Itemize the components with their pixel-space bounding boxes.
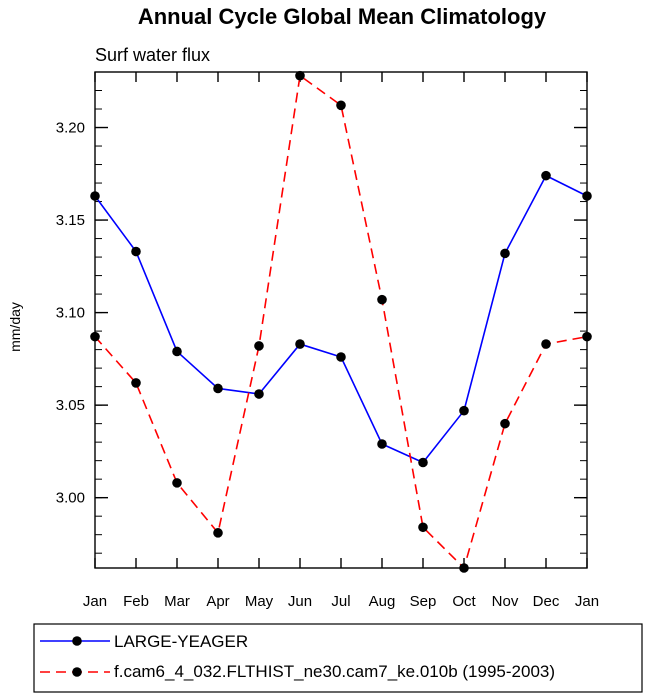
data-point-f-cam6-4-032-flthist-ne30-cam7-ke-010b-1995-2003-8 (418, 522, 428, 533)
x-tick-label-aug: Aug (369, 593, 396, 610)
data-point-f-cam6-4-032-flthist-ne30-cam7-ke-010b-1995-2003-9 (459, 563, 469, 573)
series-1-f-cam6-4-032-flthist-ne30-cam7-ke-010b-1995-2003 (90, 70, 592, 573)
data-point-large-yeager-1 (131, 246, 141, 257)
x-tick-label-jul: Jul (331, 593, 350, 610)
series-0-large-yeager (90, 170, 592, 468)
x-tick-label-nov: Nov (492, 593, 519, 610)
data-point-large-yeager-12 (582, 191, 592, 201)
data-point-f-cam6-4-032-flthist-ne30-cam7-ke-010b-1995-2003-4 (254, 341, 264, 351)
data-point-f-cam6-4-032-flthist-ne30-cam7-ke-010b-1995-2003-2 (172, 478, 182, 488)
y-tick-label: 3.05 (56, 397, 85, 414)
legend-label-f-cam6: f.cam6_4_032.FLTHIST_ne30.cam7_ke.010b (… (114, 662, 555, 681)
chart-title: Annual Cycle Global Mean Climatology (138, 4, 547, 29)
data-point-large-yeager-6 (336, 352, 346, 362)
data-point-large-yeager-5 (295, 339, 305, 349)
x-tick-label-may: May (245, 593, 274, 610)
chart-subtitle: Surf water flux (95, 45, 210, 65)
y-tick-label: 3.10 (56, 305, 85, 322)
data-point-f-cam6-4-032-flthist-ne30-cam7-ke-010b-1995-2003-3 (213, 528, 223, 538)
data-point-f-cam6-4-032-flthist-ne30-cam7-ke-010b-1995-2003-5 (295, 70, 305, 81)
x-tick-label-jun: Jun (288, 593, 312, 610)
x-tick-label-sep: Sep (410, 593, 437, 610)
x-tick-label-jan: Jan (575, 593, 599, 610)
data-point-f-cam6-4-032-flthist-ne30-cam7-ke-010b-1995-2003-11 (541, 339, 551, 349)
legend-marker-f-cam6 (72, 667, 82, 677)
x-tick-label-dec: Dec (533, 593, 560, 610)
data-point-large-yeager-10 (500, 248, 510, 259)
x-tick-label-apr: Apr (206, 593, 229, 610)
data-point-large-yeager-7 (377, 439, 387, 449)
data-point-large-yeager-11 (541, 170, 551, 181)
plot-frame (94, 71, 588, 569)
data-point-large-yeager-3 (213, 383, 223, 394)
series-line-f-cam6-4-032-flthist-ne30-cam7-ke-010b-1995-2003 (94, 74, 588, 569)
data-point-f-cam6-4-032-flthist-ne30-cam7-ke-010b-1995-2003-1 (131, 378, 141, 388)
y-axis-label: mm/day (7, 302, 23, 352)
data-point-f-cam6-4-032-flthist-ne30-cam7-ke-010b-1995-2003-6 (336, 100, 346, 111)
data-point-f-cam6-4-032-flthist-ne30-cam7-ke-010b-1995-2003-0 (90, 331, 100, 342)
x-tick-label-mar: Mar (164, 593, 190, 610)
y-tick-label: 3.15 (56, 212, 85, 229)
x-tick-label-oct: Oct (452, 593, 476, 610)
legend-label-large-yeager: LARGE-YEAGER (114, 632, 248, 651)
y-tick-label: 3.20 (56, 120, 85, 137)
y-tick-label: 3.00 (56, 490, 85, 507)
x-axis-ticks: Jan Feb Mar Apr May Jun Jul Aug Sep Oct Nov Dec Jan (83, 72, 599, 610)
chart-series (90, 70, 592, 573)
data-point-large-yeager-4 (254, 389, 264, 399)
series-line-large-yeager (94, 174, 588, 464)
x-tick-label-feb: Feb (123, 593, 149, 610)
y-axis-ticks: 3.00 3.05 3.10 3.15 3.20 (56, 71, 587, 554)
data-point-large-yeager-9 (459, 405, 469, 416)
legend-box (33, 623, 643, 693)
data-point-f-cam6-4-032-flthist-ne30-cam7-ke-010b-1995-2003-7 (377, 294, 387, 305)
data-point-f-cam6-4-032-flthist-ne30-cam7-ke-010b-1995-2003-12 (582, 331, 592, 342)
data-point-large-yeager-0 (90, 191, 100, 201)
data-point-large-yeager-8 (418, 457, 428, 468)
data-point-large-yeager-2 (172, 346, 182, 357)
x-tick-label-jan: Jan (83, 593, 107, 610)
data-point-f-cam6-4-032-flthist-ne30-cam7-ke-010b-1995-2003-10 (500, 418, 510, 429)
legend-marker-large-yeager (72, 636, 82, 646)
